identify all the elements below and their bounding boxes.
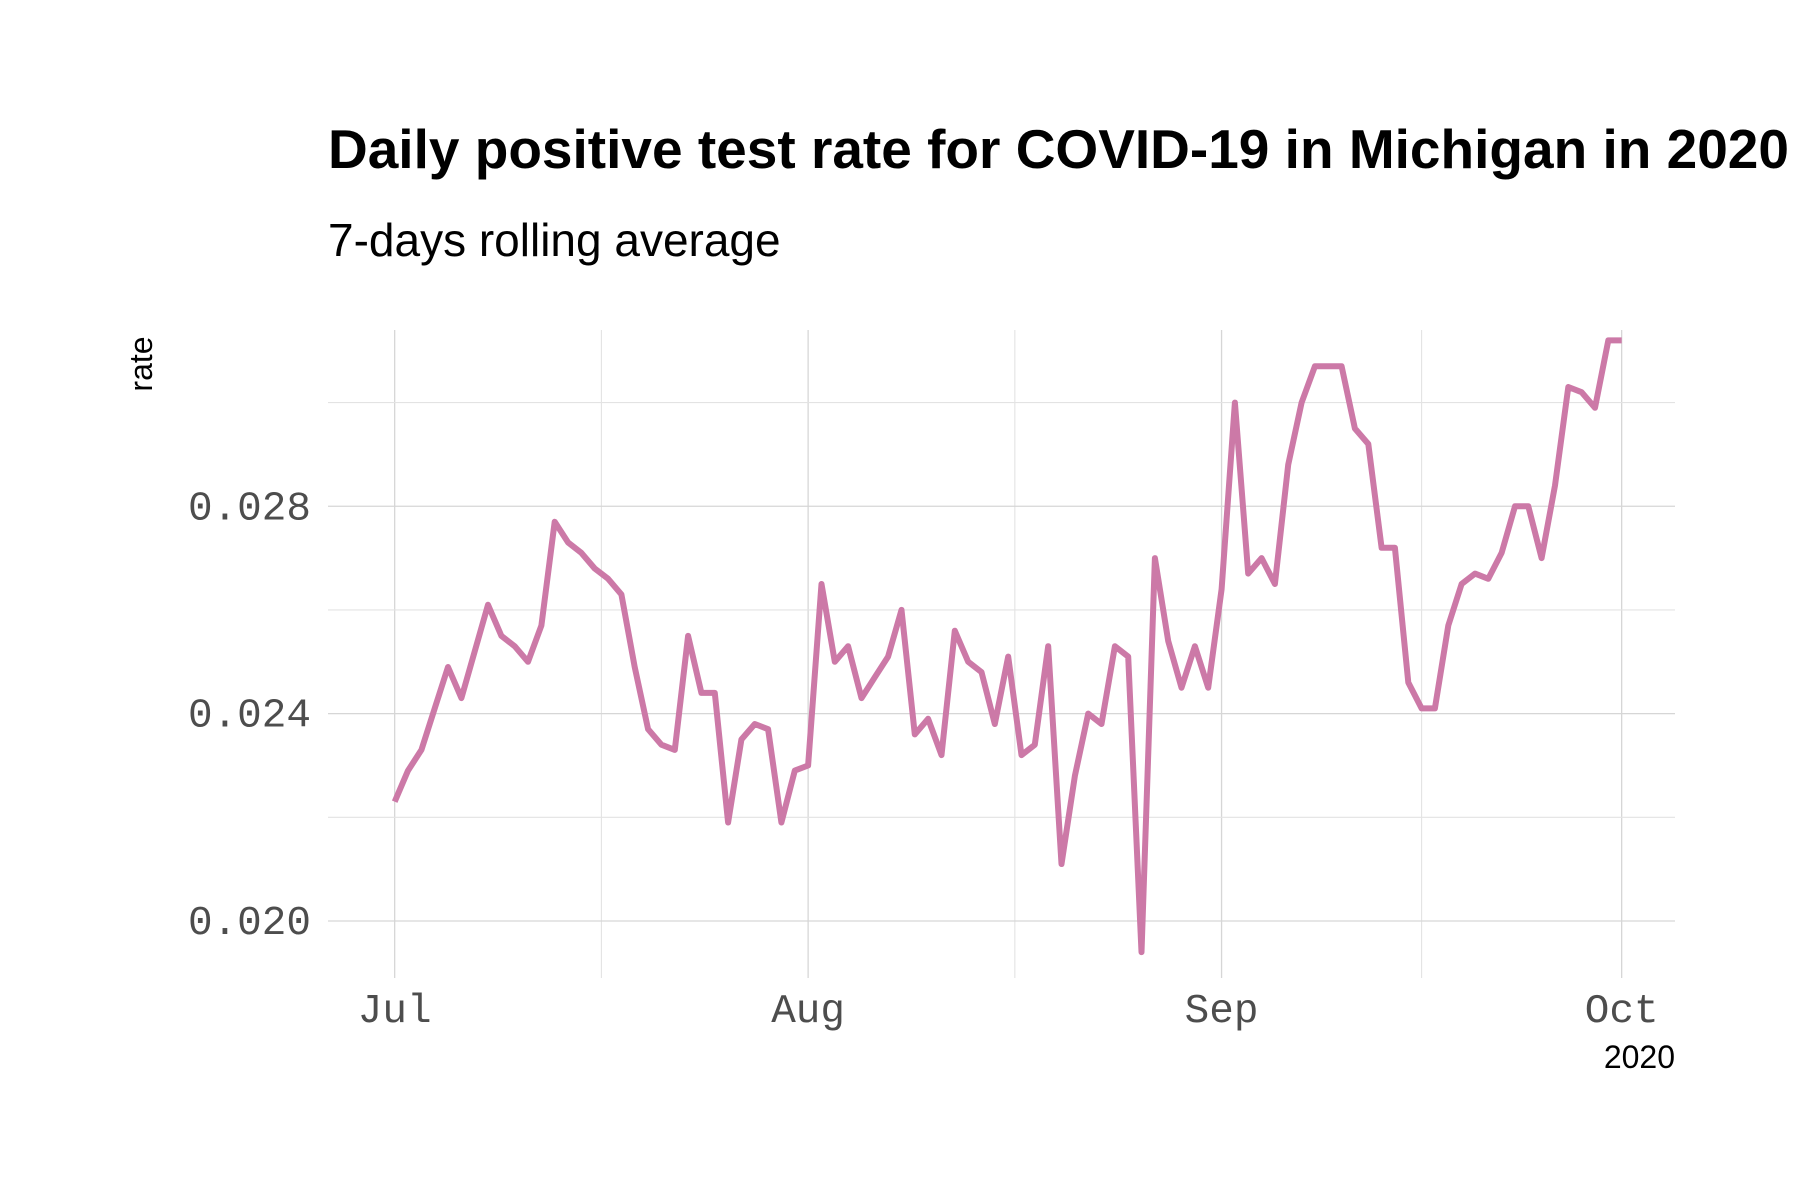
y-tick-label: 0.020 [188,901,311,947]
grid [328,330,1675,978]
y-axis: 0.020 0.024 0.028 [188,486,311,947]
x-axis: Jul Aug Sep Oct [358,989,1659,1035]
x-tick-label: Jul [358,989,432,1035]
x-tick-label: Oct [1585,989,1659,1035]
x-tick-label: Sep [1185,989,1259,1035]
series-layer [391,337,1622,956]
x-axis-year-label: 2020 [1604,1039,1675,1075]
chart-title: Daily positive test rate for COVID-19 in… [328,118,1789,180]
x-tick-label: Aug [771,989,845,1035]
y-axis-title: rate [123,336,159,391]
y-tick-label: 0.028 [188,486,311,532]
chart-subtitle: 7-days rolling average [328,214,781,266]
y-tick-label: 0.024 [188,694,311,740]
series-line [391,337,1622,956]
